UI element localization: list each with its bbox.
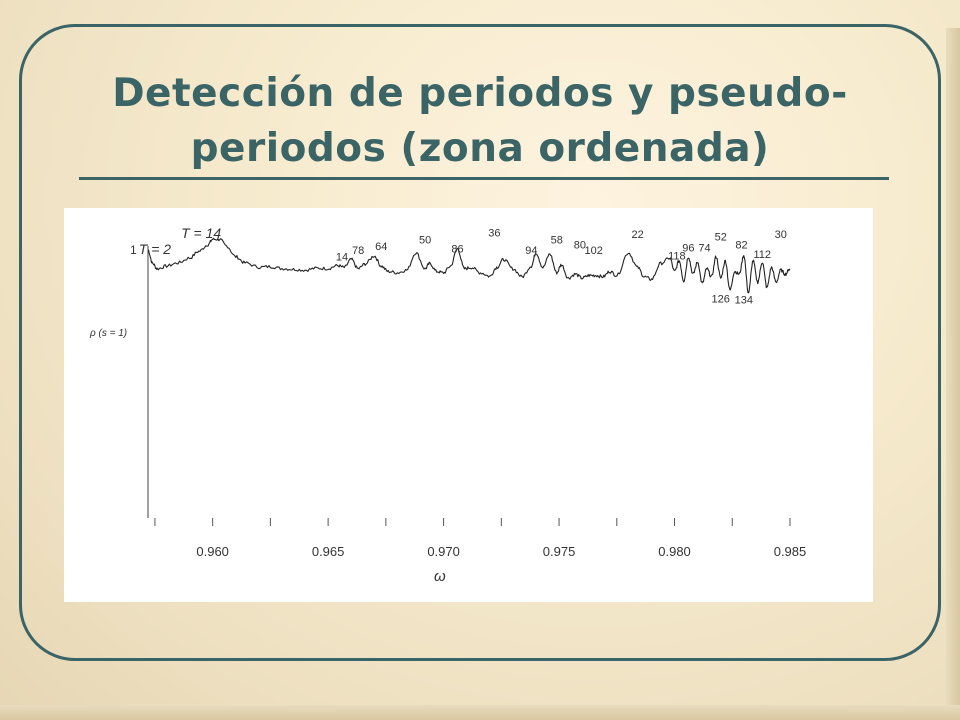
peak-label: 118 bbox=[668, 250, 686, 262]
y-axis-label: ρ (s = 1) bbox=[89, 328, 127, 339]
peak-label: 74 bbox=[698, 242, 710, 254]
peak-label: 80 bbox=[574, 240, 586, 252]
x-tick-label: 0.965 bbox=[312, 544, 345, 559]
x-axis-label: ω bbox=[434, 568, 446, 585]
x-tick-label: 0.960 bbox=[196, 544, 229, 559]
peak-label: 64 bbox=[375, 241, 387, 253]
peak-label: 126 bbox=[712, 293, 730, 305]
peak-label: 94 bbox=[525, 245, 537, 257]
peak-label: 82 bbox=[735, 240, 747, 252]
chart-svg: 1 ρ (s = 1) 0.960 0.965 0.970 0.975 0.980 0.985… bbox=[89, 225, 806, 585]
y-tick-label: 1 bbox=[130, 243, 137, 257]
slide-title-line-1: Detección de periodos y pseudo- bbox=[112, 71, 848, 116]
peak-label: 50 bbox=[419, 234, 431, 246]
x-tick-label: 0.985 bbox=[774, 544, 807, 559]
peak-label: 86 bbox=[451, 244, 463, 256]
chart-axes: 1 ρ (s = 1) 0.960 0.965 0.970 0.975 0.980 0.985… bbox=[89, 243, 806, 585]
title-underline bbox=[79, 177, 889, 180]
peak-label: 112 bbox=[754, 249, 772, 261]
peak-label: 22 bbox=[631, 229, 643, 241]
peak-label: 58 bbox=[551, 234, 563, 246]
frame-shadow-right bbox=[946, 28, 960, 720]
peak-label: 134 bbox=[735, 295, 753, 307]
slide-title-line-2: periodos (zona ordenada) bbox=[190, 126, 770, 171]
peak-label: T = 14 bbox=[181, 225, 221, 241]
peak-label: 102 bbox=[585, 245, 603, 257]
slide-frame bbox=[19, 24, 941, 661]
x-tick-label: 0.970 bbox=[427, 544, 460, 559]
series-line bbox=[147, 237, 791, 294]
peak-label: 78 bbox=[352, 245, 364, 257]
x-tick-label: 0.975 bbox=[543, 544, 576, 559]
peak-label: 52 bbox=[715, 232, 727, 244]
peak-label: 36 bbox=[488, 228, 500, 240]
chart-panel: 1 ρ (s = 1) 0.960 0.965 0.970 0.975 0.980 0.985… bbox=[64, 208, 873, 602]
peak-label: T = 2 bbox=[139, 241, 172, 257]
peak-label: 96 bbox=[682, 242, 694, 254]
x-tick-label: 0.980 bbox=[658, 544, 691, 559]
peak-label: 30 bbox=[775, 229, 787, 241]
frame-shadow-bottom bbox=[0, 705, 960, 720]
slide-title: Detección de periodos y pseudo- periodos… bbox=[70, 66, 890, 176]
peak-label: 14 bbox=[336, 252, 348, 264]
